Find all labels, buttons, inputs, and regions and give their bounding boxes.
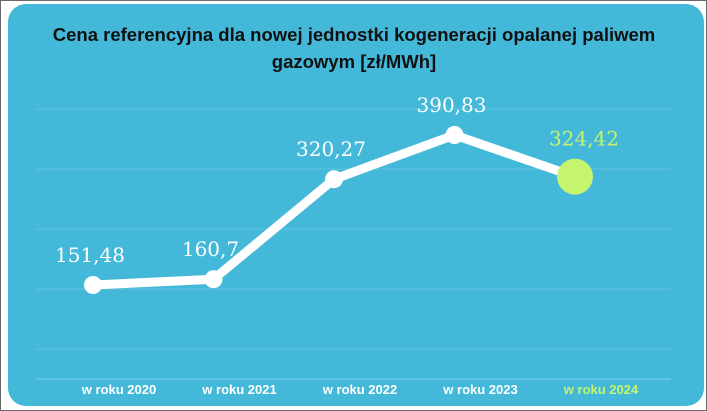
data-label-1: 151,48	[55, 243, 125, 267]
data-point-1	[84, 276, 102, 294]
data-point-2	[204, 270, 223, 289]
data-point-4	[445, 126, 464, 144]
data-label-3: 320,27	[296, 137, 366, 161]
x-tick-label-3: w roku 2022	[322, 382, 397, 397]
x-tick-label-4: w roku 2023	[442, 382, 517, 397]
data-label-5: 324,42	[549, 127, 619, 151]
x-tick-label-5: w roku 2024	[563, 382, 639, 397]
x-tick-label-1: w roku 2020	[81, 382, 156, 397]
data-point-5	[557, 158, 593, 195]
data-label-4: 390,83	[417, 93, 487, 117]
data-point-3	[325, 170, 343, 189]
chart-title: Cena referencyjna dla nowej jednostki ko…	[52, 24, 656, 72]
chart-panel	[8, 4, 704, 406]
x-tick-label-2: w roku 2021	[201, 382, 276, 397]
data-label-2: 160,7	[182, 237, 239, 261]
